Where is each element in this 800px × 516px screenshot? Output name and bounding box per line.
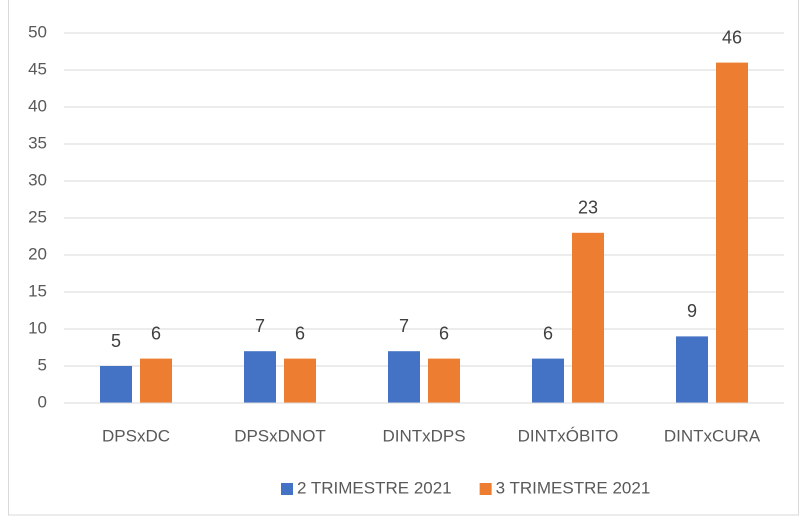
legend-label: 3 TRIMESTRE 2021 xyxy=(496,478,651,497)
y-tick-label: 10 xyxy=(28,318,47,337)
y-tick-label: 0 xyxy=(38,392,47,411)
chart-border xyxy=(8,0,799,516)
data-label: 23 xyxy=(578,198,598,218)
y-tick-label: 35 xyxy=(28,133,47,152)
y-tick-label: 5 xyxy=(38,355,47,374)
bar xyxy=(716,62,748,403)
x-tick-label: DINTxDPS xyxy=(382,426,465,445)
bar xyxy=(100,366,132,403)
legend-swatch xyxy=(479,483,492,495)
data-label: 6 xyxy=(151,323,161,343)
x-tick-label: DINTxÓBITO xyxy=(518,426,619,445)
data-label: 5 xyxy=(111,331,121,351)
data-label: 6 xyxy=(439,323,449,343)
y-tick-label: 30 xyxy=(28,170,47,189)
data-label: 9 xyxy=(687,301,697,321)
bar xyxy=(572,232,604,403)
bar xyxy=(388,351,420,403)
bar xyxy=(284,358,316,403)
data-label: 6 xyxy=(295,323,305,343)
y-tick-label: 40 xyxy=(28,96,47,115)
bar xyxy=(244,351,276,403)
bar xyxy=(532,358,564,403)
x-tick-label: DPSxDC xyxy=(102,426,170,445)
data-label: 7 xyxy=(255,316,265,336)
bar xyxy=(428,358,460,403)
y-tick-label: 45 xyxy=(28,59,47,78)
legend-swatch xyxy=(281,483,293,495)
y-tick-label: 20 xyxy=(28,244,47,263)
y-tick-label: 15 xyxy=(28,281,47,300)
y-tick-label: 50 xyxy=(28,22,47,41)
y-tick-label: 25 xyxy=(28,207,47,226)
data-label: 6 xyxy=(543,323,553,343)
x-tick-label: DINTxCURA xyxy=(664,426,761,445)
bar xyxy=(676,336,708,403)
data-label: 46 xyxy=(722,27,742,47)
bar xyxy=(140,358,172,403)
data-label: 7 xyxy=(399,316,409,336)
x-tick-label: DPSxDNOT xyxy=(234,426,326,445)
legend-label: 2 TRIMESTRE 2021 xyxy=(297,478,452,497)
